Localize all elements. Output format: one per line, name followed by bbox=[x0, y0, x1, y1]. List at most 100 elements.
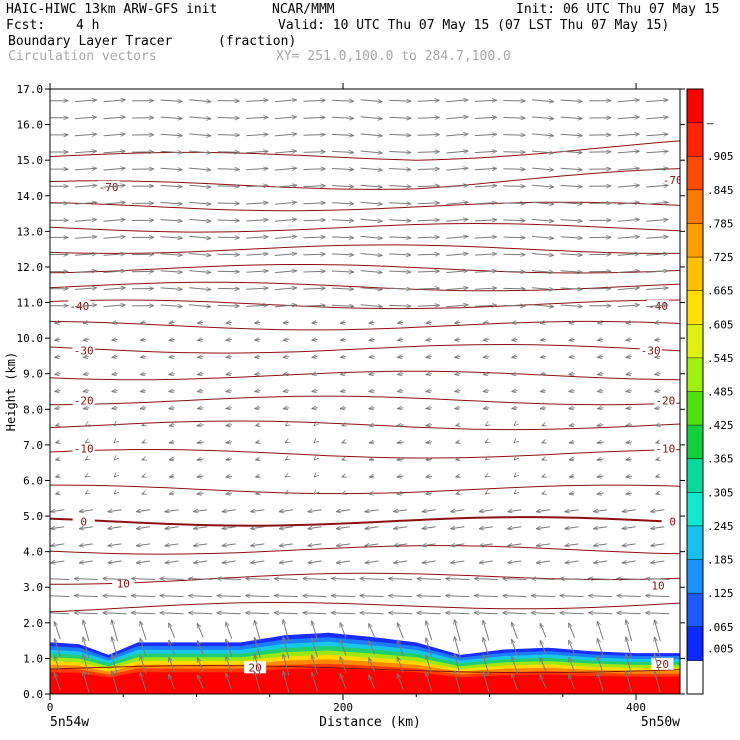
circulation-vector bbox=[222, 510, 236, 512]
circulation-vector bbox=[626, 322, 632, 323]
temperature-contour bbox=[50, 545, 680, 555]
temperature-contour bbox=[50, 140, 680, 161]
circulation-vector bbox=[193, 510, 208, 512]
temperature-contour bbox=[50, 516, 680, 527]
circulation-vector bbox=[55, 425, 59, 426]
circulation-vector bbox=[226, 459, 232, 460]
circulation-vector bbox=[389, 203, 411, 204]
contour-label: -70 bbox=[99, 181, 119, 194]
temperature-contour bbox=[50, 484, 680, 495]
circulation-vector bbox=[303, 288, 326, 289]
circulation-vector bbox=[85, 476, 87, 477]
circulation-vector bbox=[446, 305, 468, 307]
circulation-vector bbox=[226, 374, 232, 375]
circulation-vector bbox=[108, 544, 122, 546]
circulation-vector bbox=[54, 357, 61, 358]
circulation-vector bbox=[654, 391, 661, 392]
circulation-vector bbox=[397, 442, 404, 443]
temperature-contour bbox=[50, 201, 680, 212]
circulation-vector bbox=[217, 596, 241, 597]
circulation-vector bbox=[217, 288, 240, 289]
contour-label: 10 bbox=[651, 579, 664, 592]
circulation-vector bbox=[331, 288, 354, 289]
circulation-vector bbox=[314, 442, 315, 443]
circulation-vector bbox=[83, 391, 89, 392]
circulation-vector bbox=[650, 561, 665, 563]
circulation-vector bbox=[54, 408, 61, 409]
circulation-vector bbox=[312, 655, 318, 675]
circulation-vector bbox=[617, 271, 640, 273]
circulation-vector bbox=[454, 322, 461, 323]
circulation-vector bbox=[285, 459, 287, 460]
y-tick-label: 3.0 bbox=[23, 581, 43, 594]
circulation-vector bbox=[368, 658, 376, 672]
init-time: Init: 06 UTC Thu 07 May 15 bbox=[516, 2, 720, 17]
circulation-vector bbox=[217, 237, 240, 238]
circulation-vector bbox=[388, 596, 413, 597]
circulation-vector bbox=[588, 596, 613, 597]
circulation-vector bbox=[255, 442, 259, 443]
contour-label-bg bbox=[654, 442, 677, 455]
circulation-vector bbox=[279, 561, 293, 563]
circulation-vector bbox=[217, 613, 241, 614]
circulation-vector bbox=[331, 100, 354, 101]
circulation-vector bbox=[389, 186, 411, 187]
circulation-vector bbox=[446, 100, 468, 102]
circulation-vector bbox=[389, 100, 411, 101]
circulation-vector bbox=[369, 357, 375, 358]
circulation-vector bbox=[360, 305, 383, 307]
temperature-contour bbox=[50, 168, 680, 190]
circulation-vector bbox=[503, 152, 525, 153]
temperature-contour bbox=[50, 395, 680, 406]
circulation-vector bbox=[474, 117, 497, 118]
circulation-vector bbox=[417, 100, 440, 101]
circulation-vector bbox=[617, 185, 640, 187]
circulation-vector bbox=[285, 476, 287, 477]
circulation-vector bbox=[560, 288, 583, 290]
circulation-vector bbox=[389, 152, 411, 153]
circulation-vector bbox=[483, 391, 489, 392]
circulation-vector bbox=[83, 408, 89, 409]
circulation-vector bbox=[417, 596, 441, 597]
circulation-vector bbox=[368, 640, 376, 655]
circulation-vector bbox=[446, 271, 468, 273]
circulation-vector bbox=[503, 237, 525, 238]
circulation-vector bbox=[303, 579, 327, 580]
circulation-vector bbox=[569, 425, 575, 426]
circulation-vector bbox=[50, 579, 70, 580]
circulation-vector bbox=[114, 425, 115, 426]
circulation-vector bbox=[455, 493, 459, 494]
circulation-vector bbox=[360, 288, 383, 290]
circulation-vector bbox=[479, 510, 493, 512]
circulation-vector bbox=[483, 374, 489, 375]
circulation-vector bbox=[50, 561, 65, 563]
circulation-vector bbox=[560, 271, 583, 273]
circulation-vector bbox=[312, 621, 318, 641]
colorbar-swatch bbox=[687, 593, 703, 628]
circulation-vector bbox=[483, 654, 490, 675]
vector-label: Circulation vectors bbox=[8, 49, 157, 64]
circulation-vector bbox=[189, 271, 211, 273]
circulation-vector bbox=[455, 459, 459, 460]
circulation-vector bbox=[389, 117, 411, 118]
circulation-vector bbox=[540, 357, 547, 358]
circulation-vector bbox=[455, 442, 459, 443]
contour-label-bg bbox=[654, 394, 677, 407]
circulation-vector bbox=[646, 220, 668, 222]
colorbar-label: .905 bbox=[707, 150, 734, 163]
circulation-vector bbox=[389, 237, 411, 238]
tracer-band bbox=[50, 668, 680, 694]
circulation-vector bbox=[340, 357, 347, 358]
circulation-vector bbox=[340, 408, 347, 409]
circulation-vector bbox=[331, 169, 354, 170]
contour-label-bg bbox=[72, 442, 95, 455]
circulation-vector bbox=[336, 544, 351, 546]
circulation-vector bbox=[539, 640, 547, 655]
circulation-vector bbox=[368, 623, 376, 638]
circulation-vector bbox=[650, 527, 665, 529]
circulation-vector bbox=[542, 442, 545, 443]
circulation-vector bbox=[226, 322, 232, 323]
circulation-vector bbox=[217, 579, 241, 580]
circulation-vector bbox=[446, 236, 468, 238]
y-tick-label: 17.0 bbox=[17, 83, 44, 96]
